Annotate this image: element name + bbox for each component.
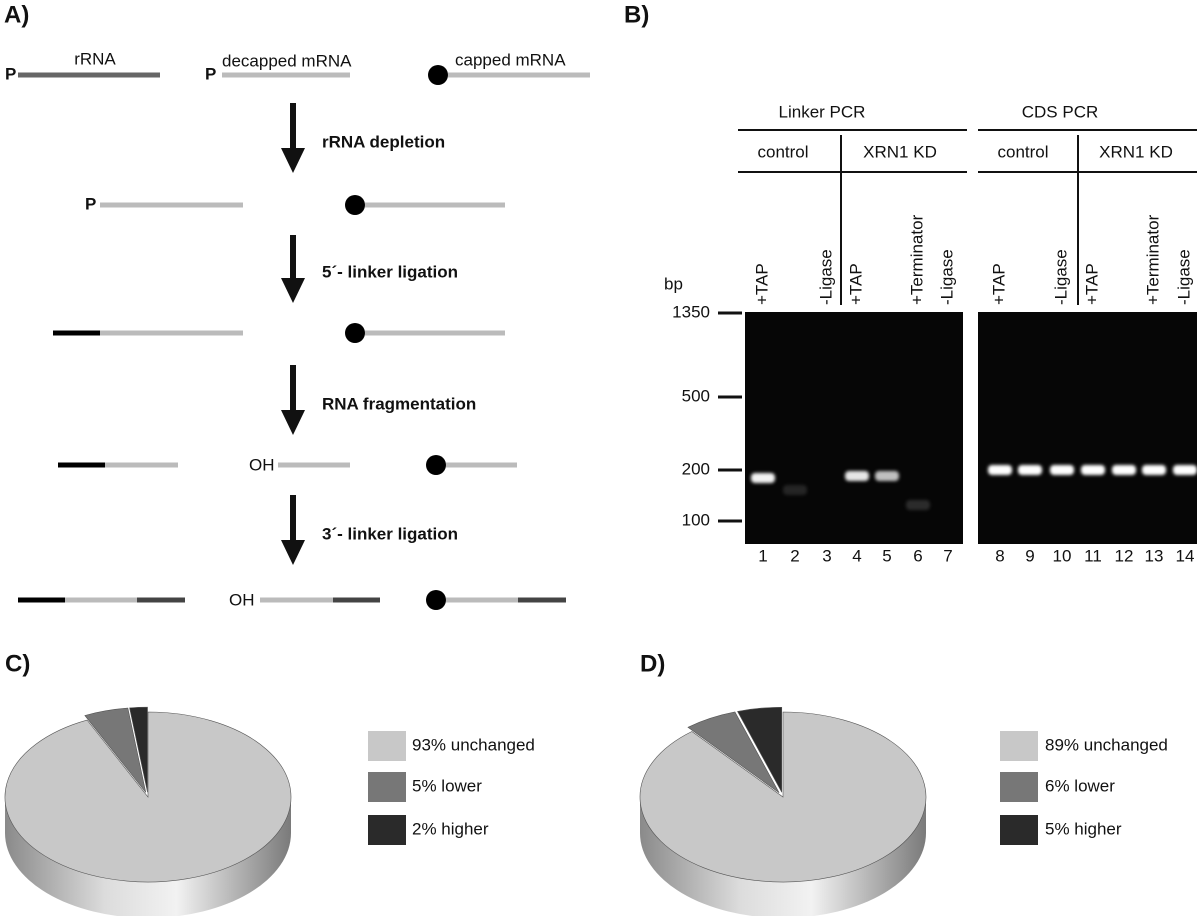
legend-label: 6% lower [1045, 776, 1115, 795]
pie-side [640, 797, 926, 916]
condition-label: control [757, 142, 808, 161]
legend-label: 89% unchanged [1045, 735, 1168, 754]
legend-swatch [368, 772, 406, 802]
lane-label: -Ligase [816, 249, 835, 305]
gel-band [1050, 465, 1074, 475]
step-label: 5´- linker ligation [322, 262, 458, 281]
condition-label: XRN1 KD [863, 142, 937, 161]
group-label: CDS PCR [1022, 102, 1099, 121]
molecule-label: rRNA [74, 49, 116, 68]
gel-band [1018, 465, 1042, 475]
lane-number: 5 [882, 546, 891, 565]
phosphate: P [5, 64, 16, 83]
legend-swatch [368, 815, 406, 845]
panel-label: D) [640, 650, 665, 677]
gel-band [1112, 465, 1136, 475]
lane-number: 6 [913, 546, 922, 565]
ladder-label: 1350 [672, 302, 710, 321]
legend-swatch [1000, 772, 1038, 802]
legend-label: 93% unchanged [412, 735, 535, 754]
lane-label: +Terminator [1143, 214, 1162, 305]
gel [745, 312, 963, 544]
phosphate: P [205, 64, 216, 83]
arrow-head [281, 278, 305, 303]
step-label: 3´- linker ligation [322, 524, 458, 543]
molecule-label: decapped mRNA [222, 51, 352, 70]
gel-band [1081, 465, 1105, 475]
lane-number: 2 [790, 546, 799, 565]
hydroxyl: OH [229, 590, 255, 609]
gel-band [906, 500, 930, 510]
pie-slice [687, 711, 780, 794]
lane-number: 10 [1053, 546, 1072, 565]
step-label: RNA fragmentation [322, 394, 476, 413]
lane-label: +Terminator [907, 214, 926, 305]
gel-band [751, 473, 775, 483]
pie-side [5, 797, 291, 916]
gel-band [845, 471, 869, 481]
lane-label: +TAP [846, 263, 865, 305]
ladder-label: 500 [682, 386, 710, 405]
hydroxyl: OH [249, 455, 275, 474]
legend-label: 5% lower [412, 776, 482, 795]
condition-label: XRN1 KD [1099, 142, 1173, 161]
lane-number: 12 [1115, 546, 1134, 565]
lane-number: 3 [822, 546, 831, 565]
cap [428, 65, 448, 85]
lane-number: 4 [852, 546, 861, 565]
cap [426, 590, 446, 610]
arrow-head [281, 148, 305, 173]
lane-label: -Ligase [937, 249, 956, 305]
legend-label: 2% higher [412, 819, 489, 838]
cap [345, 195, 365, 215]
lane-number: 1 [758, 546, 767, 565]
legend-label: 5% higher [1045, 819, 1122, 838]
legend-swatch [1000, 815, 1038, 845]
lane-number: 9 [1025, 546, 1034, 565]
lane-label: +TAP [1082, 263, 1101, 305]
lane-number: 7 [943, 546, 952, 565]
panel-label: A) [4, 1, 29, 28]
molecule-label: capped mRNA [455, 50, 566, 69]
pie-slice [129, 706, 148, 793]
pie-slice [737, 706, 783, 793]
panel-label: C) [5, 650, 30, 677]
ladder-label: 100 [682, 510, 710, 529]
gel-band [1173, 465, 1197, 475]
panel-a: A) P rRNA P decapped mRNA capped mRNA rR… [4, 1, 590, 610]
lane-label: +TAP [989, 263, 1008, 305]
ladder-label: 200 [682, 459, 710, 478]
legend-swatch [368, 731, 406, 761]
phosphate: P [85, 194, 96, 213]
gel [978, 312, 1197, 544]
cap [426, 455, 446, 475]
lane-label: -Ligase [1051, 249, 1070, 305]
lane-number: 8 [995, 546, 1004, 565]
pie-slice [4, 711, 292, 883]
gel-band [875, 471, 899, 481]
lane-number: 13 [1145, 546, 1164, 565]
gel-band [783, 485, 807, 495]
lane-number: 11 [1084, 546, 1102, 565]
gel-band [988, 465, 1012, 475]
pie-slice [84, 707, 147, 793]
unit-label: bp [664, 274, 683, 293]
arrow-head [281, 540, 305, 565]
group-label: Linker PCR [779, 102, 866, 121]
panel-label: B) [624, 1, 649, 28]
gel-band [1142, 465, 1166, 475]
lane-label: +TAP [752, 263, 771, 305]
panel-b: B) Linker PCR CDS PCR control XRN1 KD co… [624, 1, 1197, 565]
arrow-head [281, 410, 305, 435]
condition-label: control [997, 142, 1048, 161]
legend-swatch [1000, 731, 1038, 761]
pie-slice [639, 711, 927, 883]
step-label: rRNA depletion [322, 132, 445, 151]
cap [345, 323, 365, 343]
lane-label: -Ligase [1174, 249, 1193, 305]
lane-number: 14 [1176, 546, 1195, 565]
